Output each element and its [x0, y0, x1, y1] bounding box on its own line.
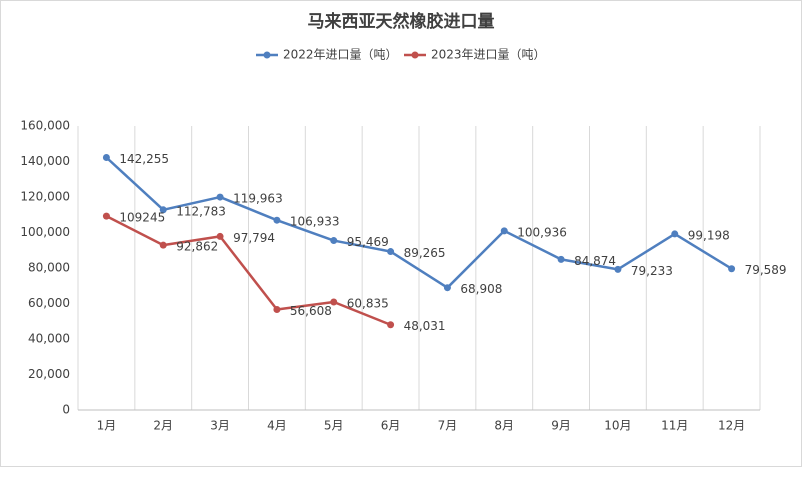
x-tick-label: 5月: [324, 419, 344, 433]
y-tick-label: 140,000: [20, 154, 70, 168]
data-label: 79,589: [745, 263, 787, 277]
data-label: 92,862: [176, 240, 218, 254]
x-tick-label: 11月: [661, 419, 688, 433]
legend-marker: [411, 51, 419, 59]
data-label: 109245: [119, 211, 165, 225]
data-label: 68,908: [460, 282, 502, 296]
data-label: 97,794: [233, 231, 275, 245]
data-label: 89,265: [404, 246, 446, 260]
x-tick-label: 2月: [153, 419, 173, 433]
data-point: [443, 284, 451, 292]
x-tick-label: 1月: [97, 419, 117, 433]
x-tick-label: 6月: [381, 419, 401, 433]
y-tick-label: 80,000: [28, 261, 70, 275]
data-point: [614, 265, 622, 273]
y-tick-label: 60,000: [28, 296, 70, 310]
data-point: [159, 241, 167, 249]
data-label: 106,933: [290, 215, 340, 229]
x-tick-label: 3月: [210, 419, 230, 433]
data-label: 56,608: [290, 304, 332, 318]
y-tick-label: 100,000: [20, 225, 70, 239]
legend-label: 2022年进口量（吨）: [283, 48, 398, 62]
data-label: 84,874: [574, 254, 616, 268]
data-label: 119,963: [233, 192, 283, 206]
chart-title: 马来西亚天然橡胶进口量: [308, 11, 495, 32]
y-tick-label: 0: [62, 403, 70, 417]
y-tick-label: 120,000: [20, 190, 70, 204]
legend-label: 2023年进口量（吨）: [431, 48, 546, 62]
data-label: 99,198: [688, 228, 730, 242]
data-point: [102, 153, 110, 161]
y-tick-label: 40,000: [28, 332, 70, 346]
data-point: [387, 321, 395, 329]
series-line: [105, 156, 733, 289]
x-tick-label: 8月: [494, 419, 514, 433]
data-point: [500, 227, 508, 235]
data-point: [330, 298, 338, 306]
data-label: 112,783: [176, 204, 226, 218]
data-label: 48,031: [404, 319, 446, 333]
chart-border: [0, 0, 802, 467]
data-label: 95,469: [347, 235, 389, 249]
x-tick-label: 7月: [438, 419, 458, 433]
y-tick-label: 160,000: [20, 119, 70, 133]
data-point: [216, 193, 224, 201]
series-line: [105, 214, 392, 326]
data-label: 60,835: [347, 297, 389, 311]
data-point: [330, 237, 338, 245]
data-point: [216, 232, 224, 240]
data-point: [159, 206, 167, 214]
data-point: [728, 265, 736, 273]
data-label: 79,233: [631, 264, 673, 278]
data-point: [557, 255, 565, 263]
data-point: [273, 216, 281, 224]
x-tick-label: 4月: [267, 419, 287, 433]
data-point: [671, 230, 679, 238]
y-tick-label: 20,000: [28, 367, 70, 381]
data-point: [102, 212, 110, 220]
legend-marker: [263, 51, 271, 59]
data-point: [387, 248, 395, 256]
x-tick-label: 9月: [551, 419, 571, 433]
x-tick-label: 10月: [604, 419, 631, 433]
data-point: [273, 306, 281, 314]
data-label: 142,255: [119, 152, 169, 166]
data-label: 100,936: [517, 225, 567, 239]
x-tick-label: 12月: [718, 419, 745, 433]
